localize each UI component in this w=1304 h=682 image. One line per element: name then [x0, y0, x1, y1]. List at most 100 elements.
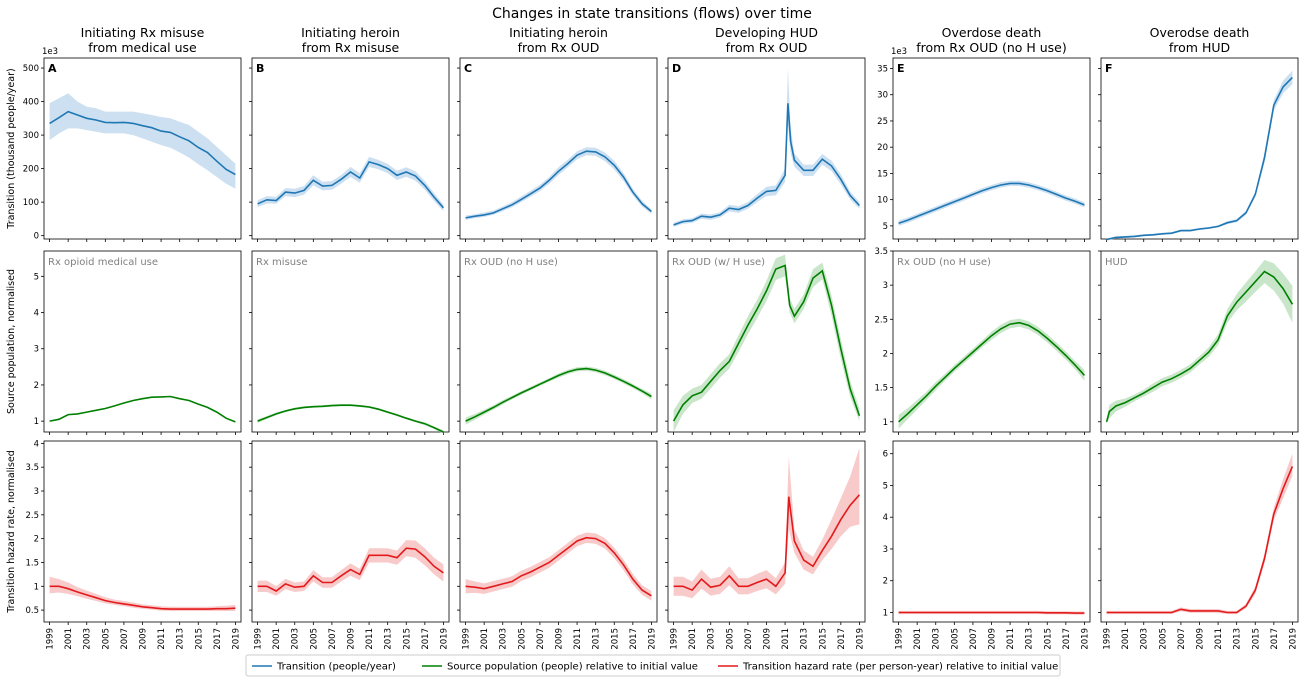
legend: Transition (people/year) Source populati… [245, 654, 1061, 677]
panel-letter: A [48, 62, 57, 75]
series-line [1105, 270, 1294, 423]
x-tick-label: 2001 [64, 628, 74, 650]
panel-r2-c2: Rx misuse [249, 250, 450, 435]
x-tick-label: 2001 [688, 628, 698, 650]
y-axis-label: Source population, normalised [6, 269, 17, 414]
y-tick-label: 15 [877, 169, 888, 179]
series-line [1106, 76, 1293, 241]
x-tick-label: 2009 [347, 628, 357, 650]
x-tick-label: 2019 [1080, 628, 1090, 650]
panel-title: Initiating Rx misuse [81, 25, 205, 40]
x-tick-label: 2001 [1121, 628, 1131, 650]
panel-title: Initiating heroin [301, 25, 400, 40]
x-tick-label: 2005 [101, 628, 111, 650]
y-tick-label: 200 [23, 165, 39, 175]
y-tick-label: 1 [34, 417, 39, 427]
x-tick-label: 2003 [499, 628, 509, 650]
x-tick-label: 2003 [932, 628, 942, 650]
x-tick-label: 2011 [1006, 628, 1016, 650]
series-line [672, 264, 861, 422]
panel-title: Initiating heroin [509, 25, 608, 40]
x-tick-label: 2011 [1214, 628, 1224, 650]
y-tick-label: 0 [34, 232, 39, 242]
legend-label-transition: Transition (people/year) [276, 662, 396, 673]
confidence-band [49, 93, 236, 189]
x-tick-label: 2009 [139, 628, 149, 650]
panel-r3-c4: 1999 2001 2003 2005 2007 2009 2011 2013 2015 2017… [665, 440, 865, 650]
panel-title: from Rx OUD [726, 40, 808, 55]
x-tick-label: 2003 [1140, 628, 1150, 650]
x-tick-label: 2013 [592, 628, 602, 650]
x-tick-label: 2011 [781, 628, 791, 650]
x-tick-label: 2005 [517, 628, 527, 650]
panel-r3-c5: 1 2 3 4 5 6 1999 2001 2003 2005 2007 2009 2011 2013 20… [883, 440, 1090, 650]
x-tick-label: 2009 [555, 628, 565, 650]
figure-title: Changes in state transitions (flows) ove… [492, 6, 812, 22]
series-line [465, 367, 652, 422]
y-tick-label: 3 [883, 545, 888, 555]
x-tick-label: 2013 [176, 628, 186, 650]
y-tick-label: 25 [877, 117, 888, 127]
series-line [898, 321, 1085, 423]
series-line [257, 547, 444, 592]
panel-r3-c3: 1999 2001 2003 2005 2007 2009 2011 2013 2015 2017… [457, 440, 658, 650]
panel-title: Overodse death [1150, 25, 1250, 40]
y-tick-label: 3 [883, 281, 888, 291]
panel-r3-c1: 0.5 1 1.5 2 2.5 3 3.5 4 1999 2001 2003 2005 2007 2009… [6, 439, 241, 649]
x-tick-label: 1999 [670, 628, 680, 650]
series-line [673, 494, 860, 592]
axes-frame [459, 440, 658, 623]
x-tick-label: 2003 [83, 628, 93, 650]
y-tick-label: 2 [34, 535, 39, 545]
x-tick-label: 2005 [725, 628, 735, 650]
x-tick-label: 1999 [254, 628, 264, 650]
axes-frame [251, 250, 450, 433]
y-tick-label: 1 [883, 418, 888, 428]
confidence-band [257, 156, 444, 212]
y-tick-label: 400 [23, 98, 39, 108]
panel-letter: C [464, 62, 472, 75]
series-line [49, 110, 236, 176]
source-population-label: Rx opioid medical use [48, 257, 158, 268]
y-tick-label: 3 [34, 345, 39, 355]
panel-title: from Rx OUD (no H use) [916, 40, 1067, 55]
y-tick-label: 20 [877, 143, 888, 153]
x-tick-label: 2007 [1177, 628, 1187, 650]
confidence-band [257, 540, 444, 596]
series-line [257, 160, 445, 209]
x-tick-label: 2017 [1270, 628, 1280, 650]
y-tick-label: 4 [34, 439, 39, 449]
series-line [673, 103, 860, 226]
legend-label-population: Source population (people) relative to i… [447, 662, 698, 673]
axes-frame [251, 440, 450, 623]
x-tick-label: 2013 [1025, 628, 1035, 650]
source-population-label: Rx OUD (no H use) [464, 257, 558, 268]
panel-title: Overdose death [942, 25, 1042, 40]
panel-title: from HUD [1169, 40, 1230, 55]
axes-frame [1100, 440, 1299, 623]
x-tick-label: 1999 [462, 628, 472, 650]
x-tick-label: 2019 [1288, 628, 1298, 650]
x-tick-label: 2017 [837, 628, 847, 650]
x-tick-label: 2011 [365, 628, 375, 650]
source-population-label: Rx OUD (no H use) [897, 257, 991, 268]
series-line [898, 611, 1085, 614]
confidence-band [49, 576, 236, 611]
panel-title: from Rx misuse [302, 40, 400, 55]
axes-frame [667, 250, 866, 433]
panel-r3-c2: 1999 2001 2003 2005 2007 2009 2011 2013 2015 2017… [249, 440, 450, 650]
series-line [49, 395, 236, 423]
panel-r2-c3: Rx OUD (no H use) [457, 250, 658, 435]
x-tick-label: 2017 [213, 628, 223, 650]
panel-title: from Rx OUD [518, 40, 600, 55]
series-line [49, 585, 236, 610]
confidence-band [673, 448, 860, 599]
x-tick-label: 2001 [480, 628, 490, 650]
x-tick-label: 2019 [231, 628, 241, 650]
x-tick-label: 2013 [1233, 628, 1243, 650]
x-tick-label: 2013 [384, 628, 394, 650]
